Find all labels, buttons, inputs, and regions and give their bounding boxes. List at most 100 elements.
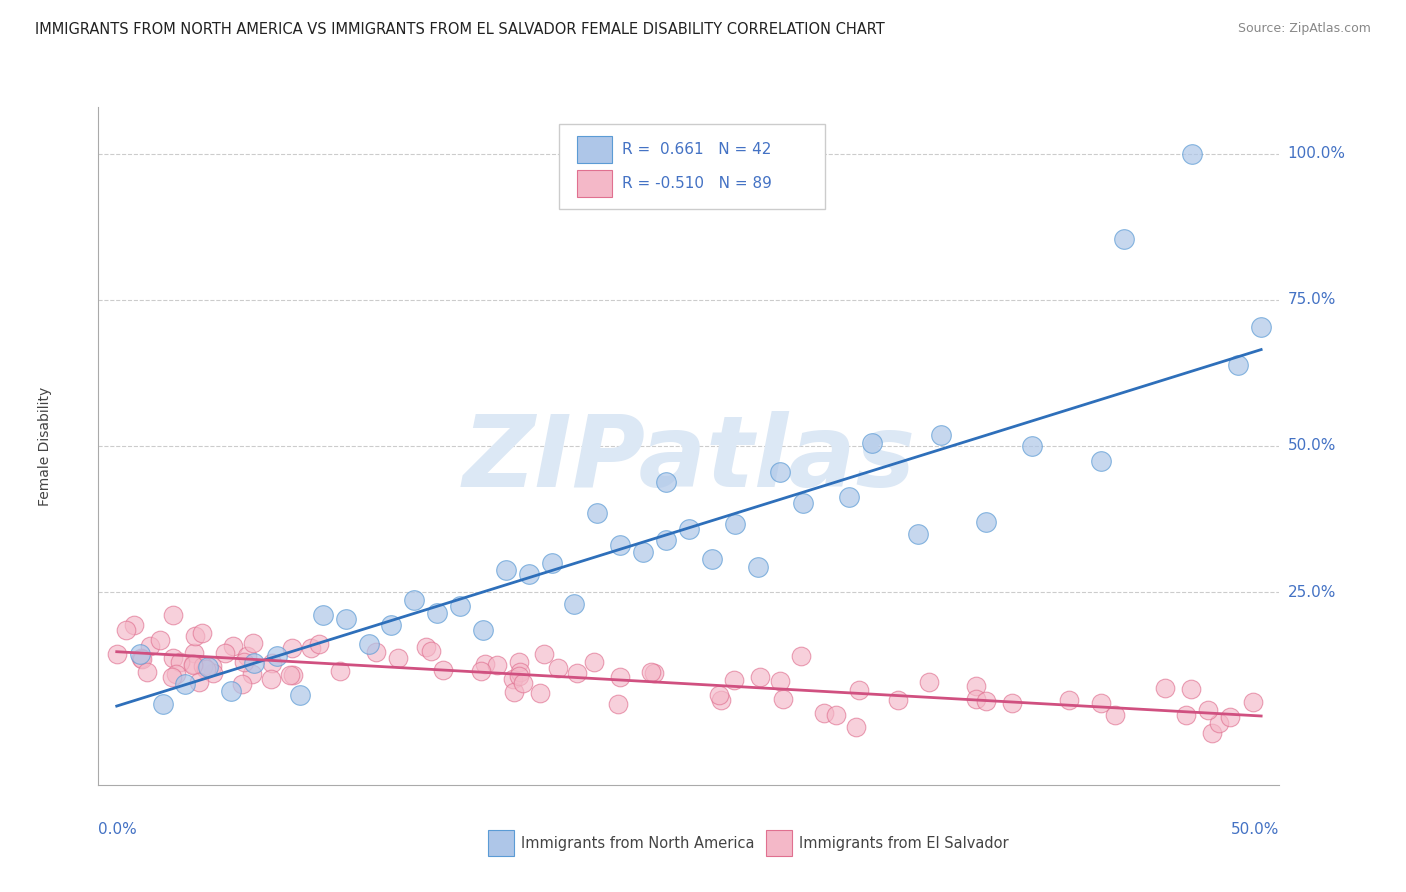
Point [181,657,204,672]
Text: 100.0%: 100.0% [1288,146,1346,161]
Point [1090,453,1112,467]
Point [242,636,264,650]
Point [426,606,449,620]
Point [929,428,952,442]
Point [194,663,217,677]
Point [965,680,987,694]
Point [860,435,883,450]
Point [509,665,531,680]
Point [122,617,145,632]
Point [260,672,283,686]
Point [299,641,322,656]
Point [747,559,769,574]
Point [790,649,813,664]
Point [139,640,162,654]
Point [586,506,609,520]
Point [162,651,184,665]
Point [1153,681,1175,695]
Point [609,538,631,552]
Point [565,665,588,680]
Point [193,658,215,673]
Text: R = -0.510   N = 89: R = -0.510 N = 89 [621,176,772,191]
Point [918,675,941,690]
Point [471,624,494,638]
Point [508,655,530,669]
Point [1208,716,1230,731]
Bar [766,830,792,856]
Point [965,691,987,706]
Point [364,645,387,659]
Point [564,597,586,611]
Point [432,663,454,677]
Point [533,647,555,661]
Point [540,557,562,571]
Point [280,640,302,655]
Point [149,632,172,647]
Point [449,599,471,613]
Point [136,665,159,680]
Point [183,646,205,660]
Point [235,648,257,663]
Point [129,650,152,665]
Point [128,648,150,662]
Point [415,640,437,654]
Point [222,639,245,653]
Point [724,517,747,532]
Point [502,673,524,687]
Point [380,618,402,632]
Point [643,665,665,680]
Point [495,563,517,577]
Point [848,682,870,697]
Point [1104,707,1126,722]
Point [813,706,835,720]
Text: 50.0%: 50.0% [1288,439,1336,453]
Point [710,692,733,706]
Point [474,657,496,672]
Point [907,526,929,541]
Point [1241,695,1264,709]
Point [283,668,305,682]
Point [792,496,814,510]
Point [502,684,524,698]
Point [700,552,723,566]
Point [1090,696,1112,710]
Text: Source: ZipAtlas.com: Source: ZipAtlas.com [1237,22,1371,36]
Point [512,676,534,690]
Point [201,665,224,680]
Text: Female Disability: Female Disability [38,386,52,506]
Point [115,623,138,637]
Point [165,666,187,681]
Point [329,665,352,679]
Point [607,698,630,712]
Point [582,655,605,669]
Point [1180,681,1202,696]
Point [485,657,508,672]
Point [824,708,846,723]
Point [419,643,441,657]
Point [243,657,266,671]
Point [162,608,184,623]
Point [1175,707,1198,722]
Point [887,692,910,706]
Point [1059,692,1081,706]
Point [404,593,426,607]
Text: 75.0%: 75.0% [1288,293,1336,308]
Point [655,533,678,547]
Point [197,660,219,674]
Bar [488,830,515,856]
Point [387,650,409,665]
Point [1112,231,1135,245]
Text: R =  0.661   N = 42: R = 0.661 N = 42 [621,142,770,157]
Point [266,649,288,664]
Point [242,666,264,681]
Point [1201,726,1223,740]
Point [838,491,860,505]
Point [174,677,197,691]
Point [1227,359,1250,373]
Point [772,692,794,706]
Bar [576,170,612,197]
Point [308,637,330,651]
Point [262,657,284,671]
Point [1181,146,1204,161]
Bar [576,136,612,163]
